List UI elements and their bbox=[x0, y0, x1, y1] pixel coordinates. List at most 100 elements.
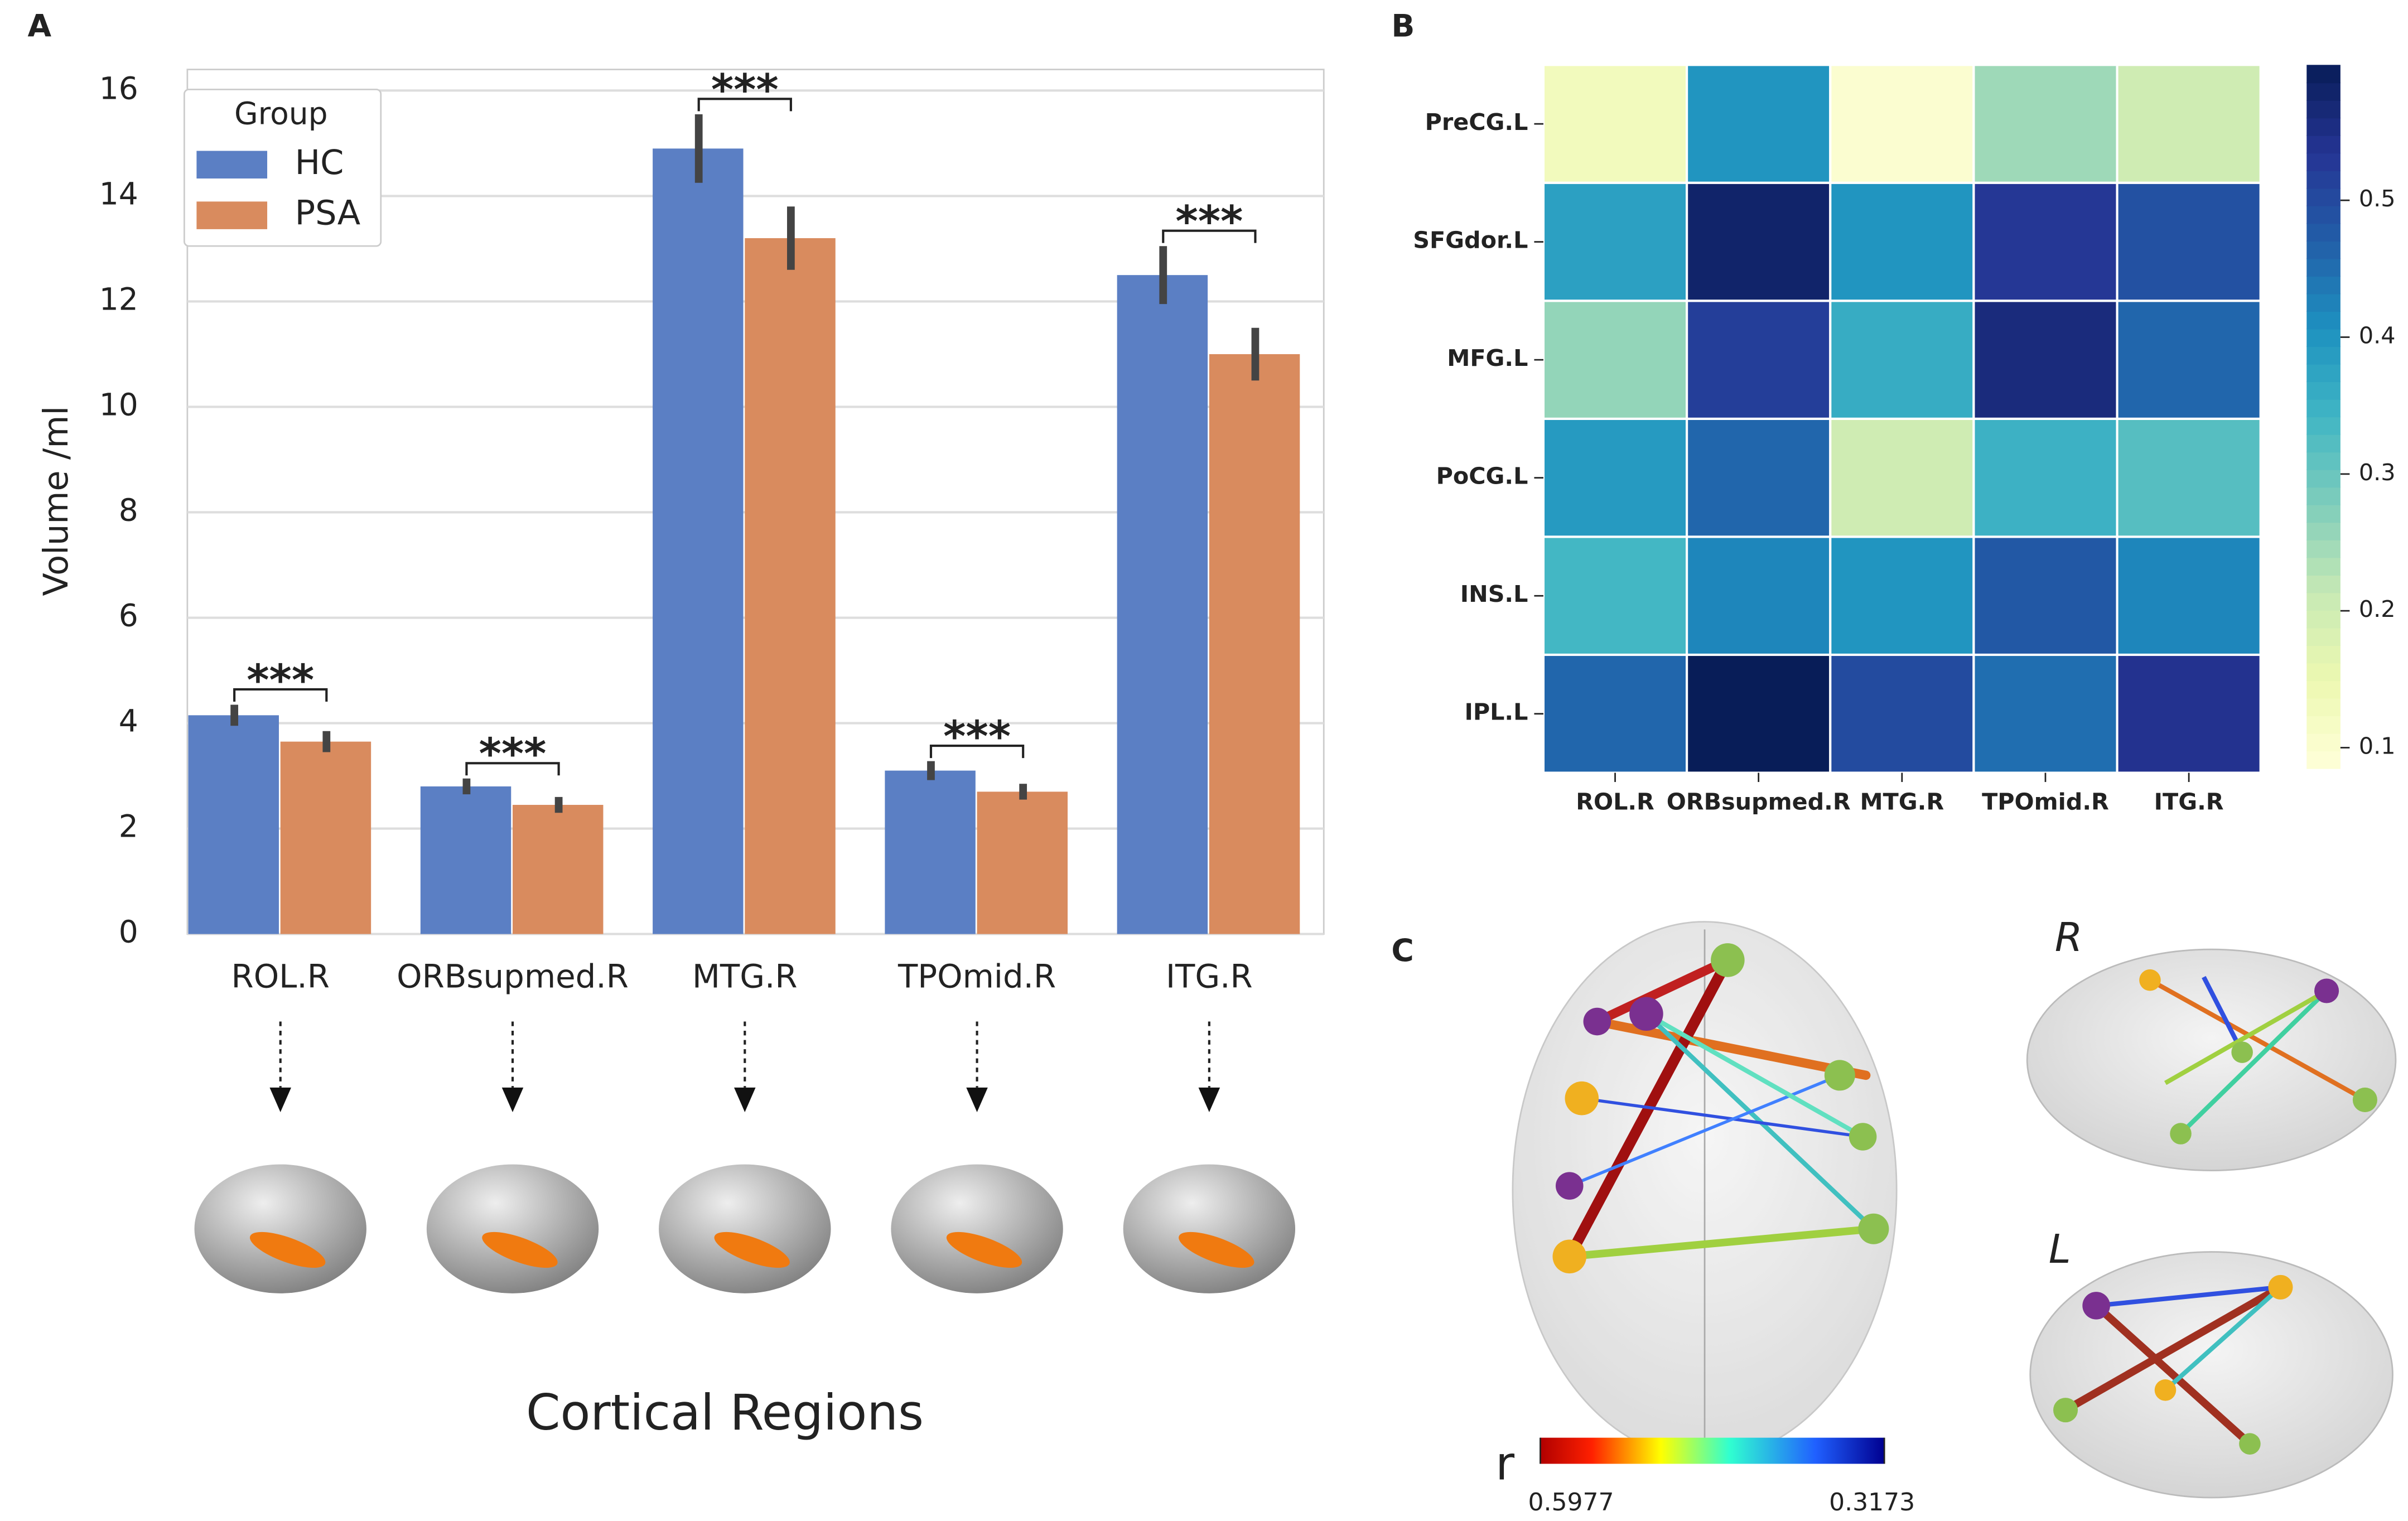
bar bbox=[1209, 354, 1300, 934]
heatmap-cell bbox=[1686, 653, 1832, 774]
panel-label: A bbox=[28, 8, 52, 44]
colorbar-segment bbox=[2306, 240, 2341, 259]
y-tick-label: 8 bbox=[119, 492, 138, 528]
heatmap-cell bbox=[1972, 181, 2119, 302]
heatmap-cell bbox=[2116, 653, 2262, 774]
heatmap-cell bbox=[2116, 181, 2262, 302]
row-label: INS.L bbox=[1460, 581, 1528, 607]
brain-image bbox=[1123, 1164, 1296, 1293]
y-tick-label: 4 bbox=[119, 703, 138, 739]
heatmap-cell bbox=[1542, 64, 1688, 184]
colorbar-segment bbox=[2306, 610, 2341, 629]
column-label: ORBsupmed.R bbox=[1667, 789, 1851, 815]
legend-title: Group bbox=[234, 95, 328, 131]
brain-left bbox=[2029, 1251, 2393, 1499]
y-tick-label: 6 bbox=[119, 598, 138, 634]
colorbar-segment bbox=[2306, 100, 2341, 119]
heatmap-cell bbox=[2116, 300, 2262, 420]
colorbar-segment bbox=[2306, 522, 2341, 540]
significance-label: *** bbox=[479, 729, 547, 779]
colorbar-segment bbox=[2306, 187, 2341, 206]
y-tick-label: 12 bbox=[99, 282, 138, 317]
colorbar-segment bbox=[2306, 381, 2341, 400]
brain-image bbox=[194, 1164, 366, 1293]
x-axis-label: Cortical Regions bbox=[526, 1384, 924, 1441]
edges bbox=[1564, 954, 1878, 1262]
colorbar-tick-label: 0.4 bbox=[2359, 322, 2396, 349]
x-tick-label: ITG.R bbox=[1166, 958, 1253, 996]
legend-swatch bbox=[196, 201, 268, 229]
heatmap-cell bbox=[2116, 417, 2262, 538]
colorbar-segment bbox=[2306, 346, 2341, 365]
colorbar-segment bbox=[2306, 451, 2341, 470]
y-axis-label: Volume /ml bbox=[37, 406, 76, 596]
heatmap-cell bbox=[1972, 653, 2119, 774]
colorbar-segment bbox=[2306, 311, 2341, 330]
y-tick-label: 2 bbox=[119, 809, 138, 844]
significance-bracket bbox=[697, 98, 792, 112]
colorbar-segment bbox=[2306, 223, 2341, 242]
bar bbox=[280, 741, 371, 934]
row-label: SFGdor.L bbox=[1413, 227, 1528, 254]
colorbar-segment bbox=[2306, 117, 2341, 136]
bar bbox=[1117, 275, 1208, 934]
colorbar-segment bbox=[2306, 680, 2341, 699]
y-tick-label: 0 bbox=[119, 914, 138, 950]
bar bbox=[653, 148, 744, 934]
legend-label: PSA bbox=[295, 194, 361, 233]
colorbar-segment bbox=[2306, 715, 2341, 734]
brain-image bbox=[659, 1164, 831, 1293]
colorbar-segment bbox=[2306, 329, 2341, 347]
colorbar-segment bbox=[2306, 170, 2341, 189]
significance-bracket bbox=[465, 762, 560, 776]
colorbar-segment bbox=[2306, 574, 2341, 593]
arrow-head bbox=[269, 1087, 292, 1112]
bar bbox=[188, 715, 279, 934]
arrow-head bbox=[1198, 1087, 1220, 1112]
x-tick-label: ORBsupmed.R bbox=[397, 958, 629, 996]
brain-image bbox=[891, 1164, 1063, 1293]
heatmap-cell bbox=[1972, 535, 2119, 656]
heatmap-cell bbox=[1829, 535, 1975, 656]
y-tick-label: 10 bbox=[99, 387, 138, 423]
legend-label: HC bbox=[295, 143, 344, 182]
x-tick-label: TPOmid.R bbox=[897, 958, 1056, 996]
colorbar-segment bbox=[2306, 434, 2341, 453]
heatmap-cell bbox=[1972, 417, 2119, 538]
colorbar-segment bbox=[2306, 645, 2341, 664]
colorbar-label: r bbox=[1495, 1437, 1514, 1490]
nodes bbox=[1552, 943, 1889, 1274]
colorbar-segment bbox=[2306, 258, 2341, 277]
colorbar-segment bbox=[2306, 469, 2341, 488]
colorbar-tick-label: 0.2 bbox=[2359, 596, 2396, 622]
significance-label: *** bbox=[943, 712, 1011, 762]
view-label: L bbox=[2049, 1226, 2071, 1272]
region-highlight bbox=[482, 1232, 558, 1268]
bar bbox=[977, 791, 1068, 934]
brain-right bbox=[2026, 948, 2397, 1171]
colorbar-segment bbox=[2306, 82, 2341, 101]
heatmap-cell bbox=[1829, 300, 1975, 420]
network-panel: R L r bbox=[1495, 914, 2397, 1499]
heatmap-cell bbox=[1686, 300, 1832, 420]
panel-label: C bbox=[1391, 933, 1413, 968]
colorbar-tick-label: 0.3173 bbox=[1829, 1488, 1915, 1517]
arrow-head bbox=[966, 1087, 988, 1112]
colorbar-segment bbox=[2306, 698, 2341, 717]
row-label: IPL.L bbox=[1465, 699, 1528, 726]
row-label: MFG.L bbox=[1447, 345, 1528, 371]
arrow-head bbox=[734, 1087, 756, 1112]
bar bbox=[420, 786, 511, 934]
significance-label: *** bbox=[711, 65, 779, 115]
colorbar bbox=[1540, 1437, 1885, 1464]
heatmap-cell bbox=[1829, 417, 1975, 538]
significance-bracket bbox=[929, 745, 1025, 759]
panel-label: B bbox=[1391, 8, 1415, 44]
colorbar-segment bbox=[2306, 557, 2341, 576]
heatmap-cell bbox=[1829, 64, 1975, 184]
heatmap-cell bbox=[1972, 64, 2119, 184]
bar bbox=[885, 770, 976, 934]
colorbar-segment bbox=[2306, 592, 2341, 611]
colorbar-segment bbox=[2306, 663, 2341, 682]
